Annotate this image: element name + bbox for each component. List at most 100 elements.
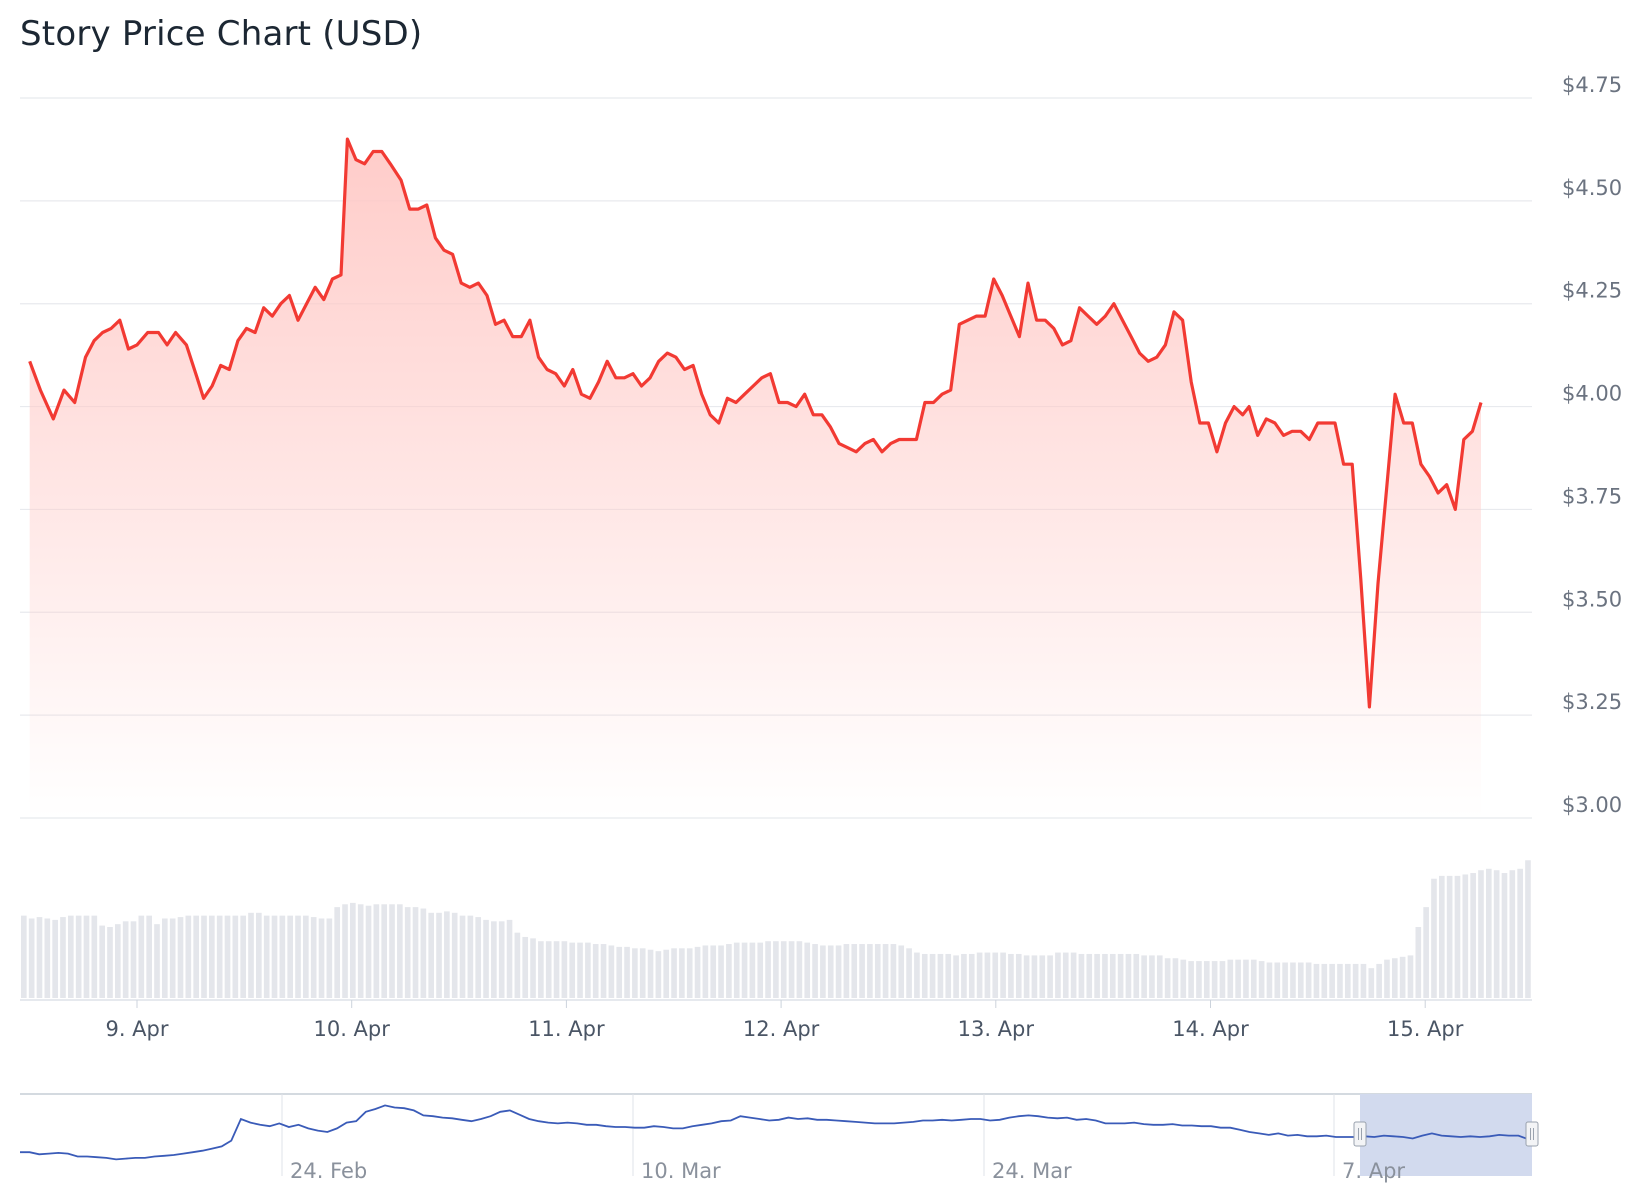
volume-bar — [263, 915, 270, 998]
navigator-tick-label: 7. Apr — [1342, 1159, 1405, 1183]
volume-bar — [694, 946, 701, 998]
volume-bar — [381, 904, 388, 998]
volume-bar — [1078, 953, 1085, 998]
volume-bar — [350, 902, 356, 998]
volume-bar — [295, 915, 301, 998]
navigator-right-handle[interactable] — [1525, 1121, 1539, 1147]
x-tick-label: 12. Apr — [743, 1017, 820, 1041]
volume-bar — [538, 941, 544, 998]
volume-bar — [906, 948, 912, 998]
volume-bar — [655, 951, 662, 998]
price-area-fill — [29, 139, 1482, 819]
navigator-left-handle[interactable] — [1353, 1121, 1367, 1147]
volume-bar — [1180, 959, 1187, 998]
volume-bar — [28, 918, 35, 998]
volume-bar — [820, 945, 826, 998]
volume-bar — [1360, 963, 1367, 998]
volume-bar — [326, 918, 333, 998]
volume-bar — [1117, 953, 1124, 998]
volume-bar — [1438, 875, 1445, 998]
volume-bar — [796, 941, 803, 998]
volume-bar — [256, 912, 262, 998]
price-line[interactable] — [28, 137, 1483, 709]
y-tick-label: $3.75 — [1562, 484, 1622, 508]
volume-bar — [1258, 961, 1265, 998]
volume-bar — [122, 921, 129, 998]
volume-bar — [1125, 953, 1132, 998]
y-tick-label: $3.25 — [1562, 690, 1622, 714]
volume-bar — [686, 948, 693, 998]
volume-bar — [1047, 955, 1053, 998]
volume-bar — [1384, 959, 1390, 998]
volume-bar — [1517, 868, 1523, 998]
volume-bar — [459, 915, 466, 998]
volume-bar — [898, 945, 905, 998]
volume-bar — [874, 944, 881, 998]
volume-bar — [577, 942, 583, 998]
volume-bar — [412, 907, 419, 998]
volume-bar — [749, 942, 756, 998]
volume-bar — [1133, 953, 1140, 998]
volume-bar — [953, 955, 959, 998]
volume-bar — [1290, 962, 1296, 998]
volume-bar — [592, 944, 599, 998]
y-tick-label: $3.50 — [1562, 587, 1622, 611]
volume-bar — [710, 945, 717, 998]
volume-bar — [506, 919, 513, 998]
volume-bar — [1023, 955, 1030, 998]
y-tick-label: $4.00 — [1562, 382, 1622, 406]
y-tick-label: $4.75 — [1562, 73, 1622, 97]
volume-bar — [867, 944, 873, 998]
navigator-axis-labels: 24. Feb 10. Mar 24. Mar 7. Apr — [290, 1159, 1405, 1183]
navigator-tick-label: 24. Mar — [992, 1159, 1072, 1183]
x-tick-label: 9. Apr — [105, 1017, 168, 1041]
volume-bar — [232, 915, 239, 998]
range-navigator[interactable]: 24. Feb 10. Mar 24. Mar 7. Apr — [20, 1093, 1539, 1183]
volume-bar — [1031, 955, 1038, 998]
volume-bar — [1415, 927, 1422, 998]
volume-bar — [679, 948, 685, 998]
volume-bar — [185, 915, 192, 998]
volume-bar — [968, 953, 975, 998]
volume-bar — [882, 944, 889, 998]
volume-bar — [514, 932, 521, 998]
volume-bar — [1250, 959, 1257, 998]
volume-bar — [318, 918, 325, 998]
volume-bar — [303, 915, 309, 998]
volume-bar — [498, 921, 505, 998]
volume-bar — [209, 915, 215, 998]
volume-bar — [1156, 955, 1163, 998]
volume-bar — [154, 924, 160, 998]
navigator-tick-label: 10. Mar — [641, 1159, 721, 1183]
volume-bar — [1235, 959, 1241, 998]
volume-bar — [1337, 963, 1343, 998]
volume-bar — [1164, 958, 1171, 998]
volume-bar — [992, 952, 999, 998]
x-tick-label: 10. Apr — [313, 1017, 390, 1041]
volume-bar — [83, 915, 90, 998]
volume-bar — [851, 944, 858, 998]
volume-bar — [827, 945, 834, 998]
volume-bar — [1446, 875, 1453, 998]
volume-bar — [890, 944, 897, 998]
volume-bar — [491, 921, 497, 998]
y-tick-label: $3.00 — [1562, 793, 1622, 817]
volume-bar — [436, 912, 442, 998]
volume-bar — [702, 945, 709, 998]
volume-bar — [780, 941, 787, 998]
volume-bar — [585, 942, 591, 998]
volume-bar — [444, 911, 450, 998]
volume-bar — [961, 953, 967, 998]
volume-bar — [1039, 955, 1046, 998]
volume-bar — [1070, 952, 1077, 998]
volume-bar — [1352, 963, 1359, 998]
volume-bar — [1485, 868, 1492, 998]
volume-bar — [107, 927, 113, 998]
volume-bar — [115, 924, 121, 998]
volume-bar — [1407, 955, 1414, 998]
volume-bar — [788, 941, 795, 998]
volume-bar — [976, 952, 983, 998]
volume-bar — [342, 904, 348, 998]
volume-bar — [1094, 953, 1100, 998]
